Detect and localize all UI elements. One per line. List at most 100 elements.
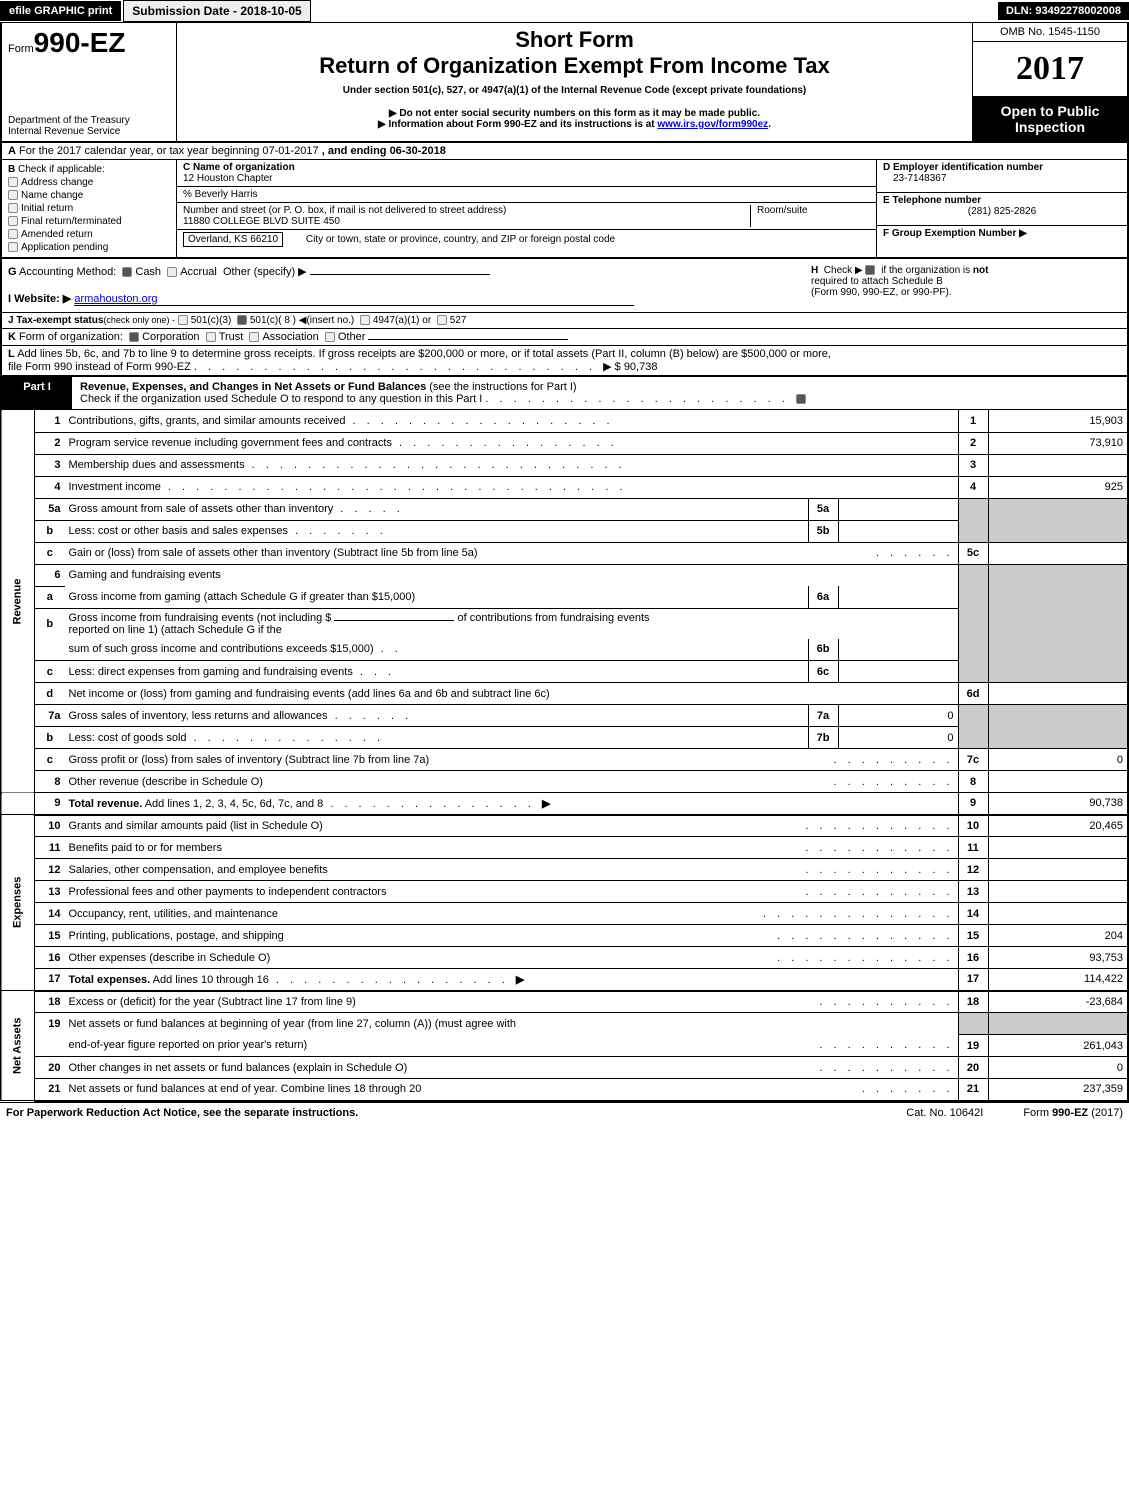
- part1-title: Revenue, Expenses, and Changes in Net As…: [72, 377, 1127, 409]
- arrow-icon: ▶: [1019, 228, 1027, 239]
- desc-text: Less: cost of goods sold: [69, 732, 187, 744]
- opt-other-org: Other: [338, 331, 366, 343]
- line-num: 13: [35, 881, 65, 903]
- checkbox-h[interactable]: [865, 265, 875, 275]
- dots: . . . . . . . . . . . . . .: [187, 732, 385, 744]
- l-amount: ▶ $ 90,738: [603, 361, 657, 373]
- checkbox-527[interactable]: [437, 315, 447, 325]
- other-org-input[interactable]: [368, 339, 568, 340]
- checkbox-accrual[interactable]: [167, 267, 177, 277]
- opt-527: 527: [450, 315, 467, 326]
- box-value: 114,422: [988, 969, 1128, 991]
- section-a: A For the 2017 calendar year, or tax yea…: [0, 143, 1129, 160]
- line-desc: Gross sales of inventory, less returns a…: [65, 705, 809, 727]
- submission-date: Submission Date - 2018-10-05: [123, 0, 310, 22]
- small-box-value: 0: [838, 727, 958, 749]
- dots: . . . . . . . . . .: [819, 996, 953, 1008]
- checkbox-initial-return[interactable]: [8, 203, 18, 213]
- desc-bold: Total expenses.: [69, 974, 151, 986]
- section-def: D Employer identification number 23-7148…: [877, 160, 1127, 257]
- dots: . . . . . . . . . . . . . . . . . . . . …: [161, 481, 627, 493]
- line-num: b: [35, 520, 65, 542]
- phone-value: (281) 825-2826: [883, 206, 1121, 217]
- desc-text: end-of-year figure reported on prior yea…: [69, 1039, 308, 1051]
- line-num: 12: [35, 859, 65, 881]
- opt-application-pending: Application pending: [21, 242, 108, 253]
- label-f: F Group Exemption Number: [883, 228, 1016, 239]
- checkbox-trust[interactable]: [206, 332, 216, 342]
- box-label: 15: [958, 925, 988, 947]
- line-desc: Gross income from fundraising events (no…: [65, 608, 959, 639]
- box-label: 4: [958, 476, 988, 498]
- checkbox-schedule-o[interactable]: [796, 394, 806, 404]
- checkbox-501c[interactable]: [237, 315, 247, 325]
- line-desc: Contributions, gifts, grants, and simila…: [65, 410, 959, 432]
- dots: . . . . . . . . . .: [819, 1039, 953, 1051]
- section-ghi: G Accounting Method: Cash Accrual Other …: [0, 257, 1129, 313]
- desc-text-2: of contributions from fundraising events: [458, 612, 650, 624]
- care-of-cell: % Beverly Harris: [177, 187, 876, 203]
- line-desc: Benefits paid to or for members . . . . …: [65, 837, 959, 859]
- line-num: 5a: [35, 498, 65, 520]
- checkbox-address-change[interactable]: [8, 177, 18, 187]
- label-j: J Tax-exempt status: [8, 315, 103, 326]
- label-street: Number and street (or P. O. box, if mail…: [183, 205, 506, 216]
- box-value: [988, 881, 1128, 903]
- check-if-applicable: Check if applicable:: [18, 164, 105, 175]
- line-desc: Net assets or fund balances at end of ye…: [65, 1079, 959, 1101]
- checkbox-501c3[interactable]: [178, 315, 188, 325]
- small-box-value: [838, 661, 958, 683]
- website-link[interactable]: armahouston.org: [74, 293, 634, 306]
- short-form-title: Short Form: [183, 27, 966, 53]
- line-num: [35, 1035, 65, 1057]
- form990ez-link[interactable]: www.irs.gov/form990ez: [657, 119, 768, 130]
- header-mid: Short Form Return of Organization Exempt…: [177, 23, 972, 141]
- efile-print-button[interactable]: efile GRAPHIC print: [0, 1, 121, 21]
- small-box-label: 6b: [808, 639, 838, 661]
- line-3: 3 Membership dues and assessments . . . …: [1, 454, 1128, 476]
- grey-box: [958, 564, 988, 683]
- accounting-method: G Accounting Method: Cash Accrual Other …: [8, 265, 811, 278]
- other-specify-input[interactable]: [310, 274, 490, 275]
- dots: . . . . . . . . . . .: [805, 820, 953, 832]
- label-c-name: C Name of organization: [183, 162, 295, 173]
- small-box-label: 7b: [808, 727, 838, 749]
- checkbox-application-pending[interactable]: [8, 242, 18, 252]
- checkbox-name-change[interactable]: [8, 190, 18, 200]
- line-num: 2: [35, 432, 65, 454]
- fundraising-amount-input[interactable]: [334, 620, 454, 621]
- checkbox-corporation[interactable]: [129, 332, 139, 342]
- box-label: 14: [958, 903, 988, 925]
- tax-year-begin: For the 2017 calendar year, or tax year …: [19, 145, 319, 157]
- box-value: [988, 454, 1128, 476]
- grey-box: [988, 564, 1128, 683]
- line-desc: Gross amount from sale of assets other t…: [65, 498, 809, 520]
- header-right: OMB No. 1545-1150 2017 Open to Public In…: [972, 23, 1127, 141]
- side-revenue: Revenue: [1, 410, 35, 793]
- checkbox-4947[interactable]: [360, 315, 370, 325]
- line-1: Revenue 1 Contributions, gifts, grants, …: [1, 410, 1128, 432]
- side-net-assets: Net Assets: [1, 991, 35, 1101]
- line-num: [35, 639, 65, 661]
- box-label: 11: [958, 837, 988, 859]
- opt-address-change: Address change: [21, 177, 93, 188]
- h-text2: if the organization is: [881, 265, 970, 276]
- label-city: City or town, state or province, country…: [306, 234, 615, 245]
- checkbox-association[interactable]: [249, 332, 259, 342]
- line-10: Expenses 10 Grants and similar amounts p…: [1, 815, 1128, 837]
- checkbox-amended-return[interactable]: [8, 229, 18, 239]
- checkbox-other-org[interactable]: [325, 332, 335, 342]
- under-section: Under section 501(c), 527, or 4947(a)(1)…: [183, 85, 966, 96]
- line-11: 11 Benefits paid to or for members . . .…: [1, 837, 1128, 859]
- line-num: 19: [35, 1013, 65, 1035]
- dln: DLN: 93492278002008: [998, 2, 1129, 20]
- checkbox-cash[interactable]: [122, 267, 132, 277]
- box-label: 18: [958, 991, 988, 1013]
- checkbox-final-return[interactable]: [8, 216, 18, 226]
- desc-text: Program service revenue including govern…: [69, 437, 392, 449]
- line-num: c: [35, 749, 65, 771]
- section-l: L Add lines 5b, 6c, and 7b to line 9 to …: [0, 346, 1129, 377]
- box-value: [988, 542, 1128, 564]
- box-label: 17: [958, 969, 988, 991]
- line-14: 14 Occupancy, rent, utilities, and maint…: [1, 903, 1128, 925]
